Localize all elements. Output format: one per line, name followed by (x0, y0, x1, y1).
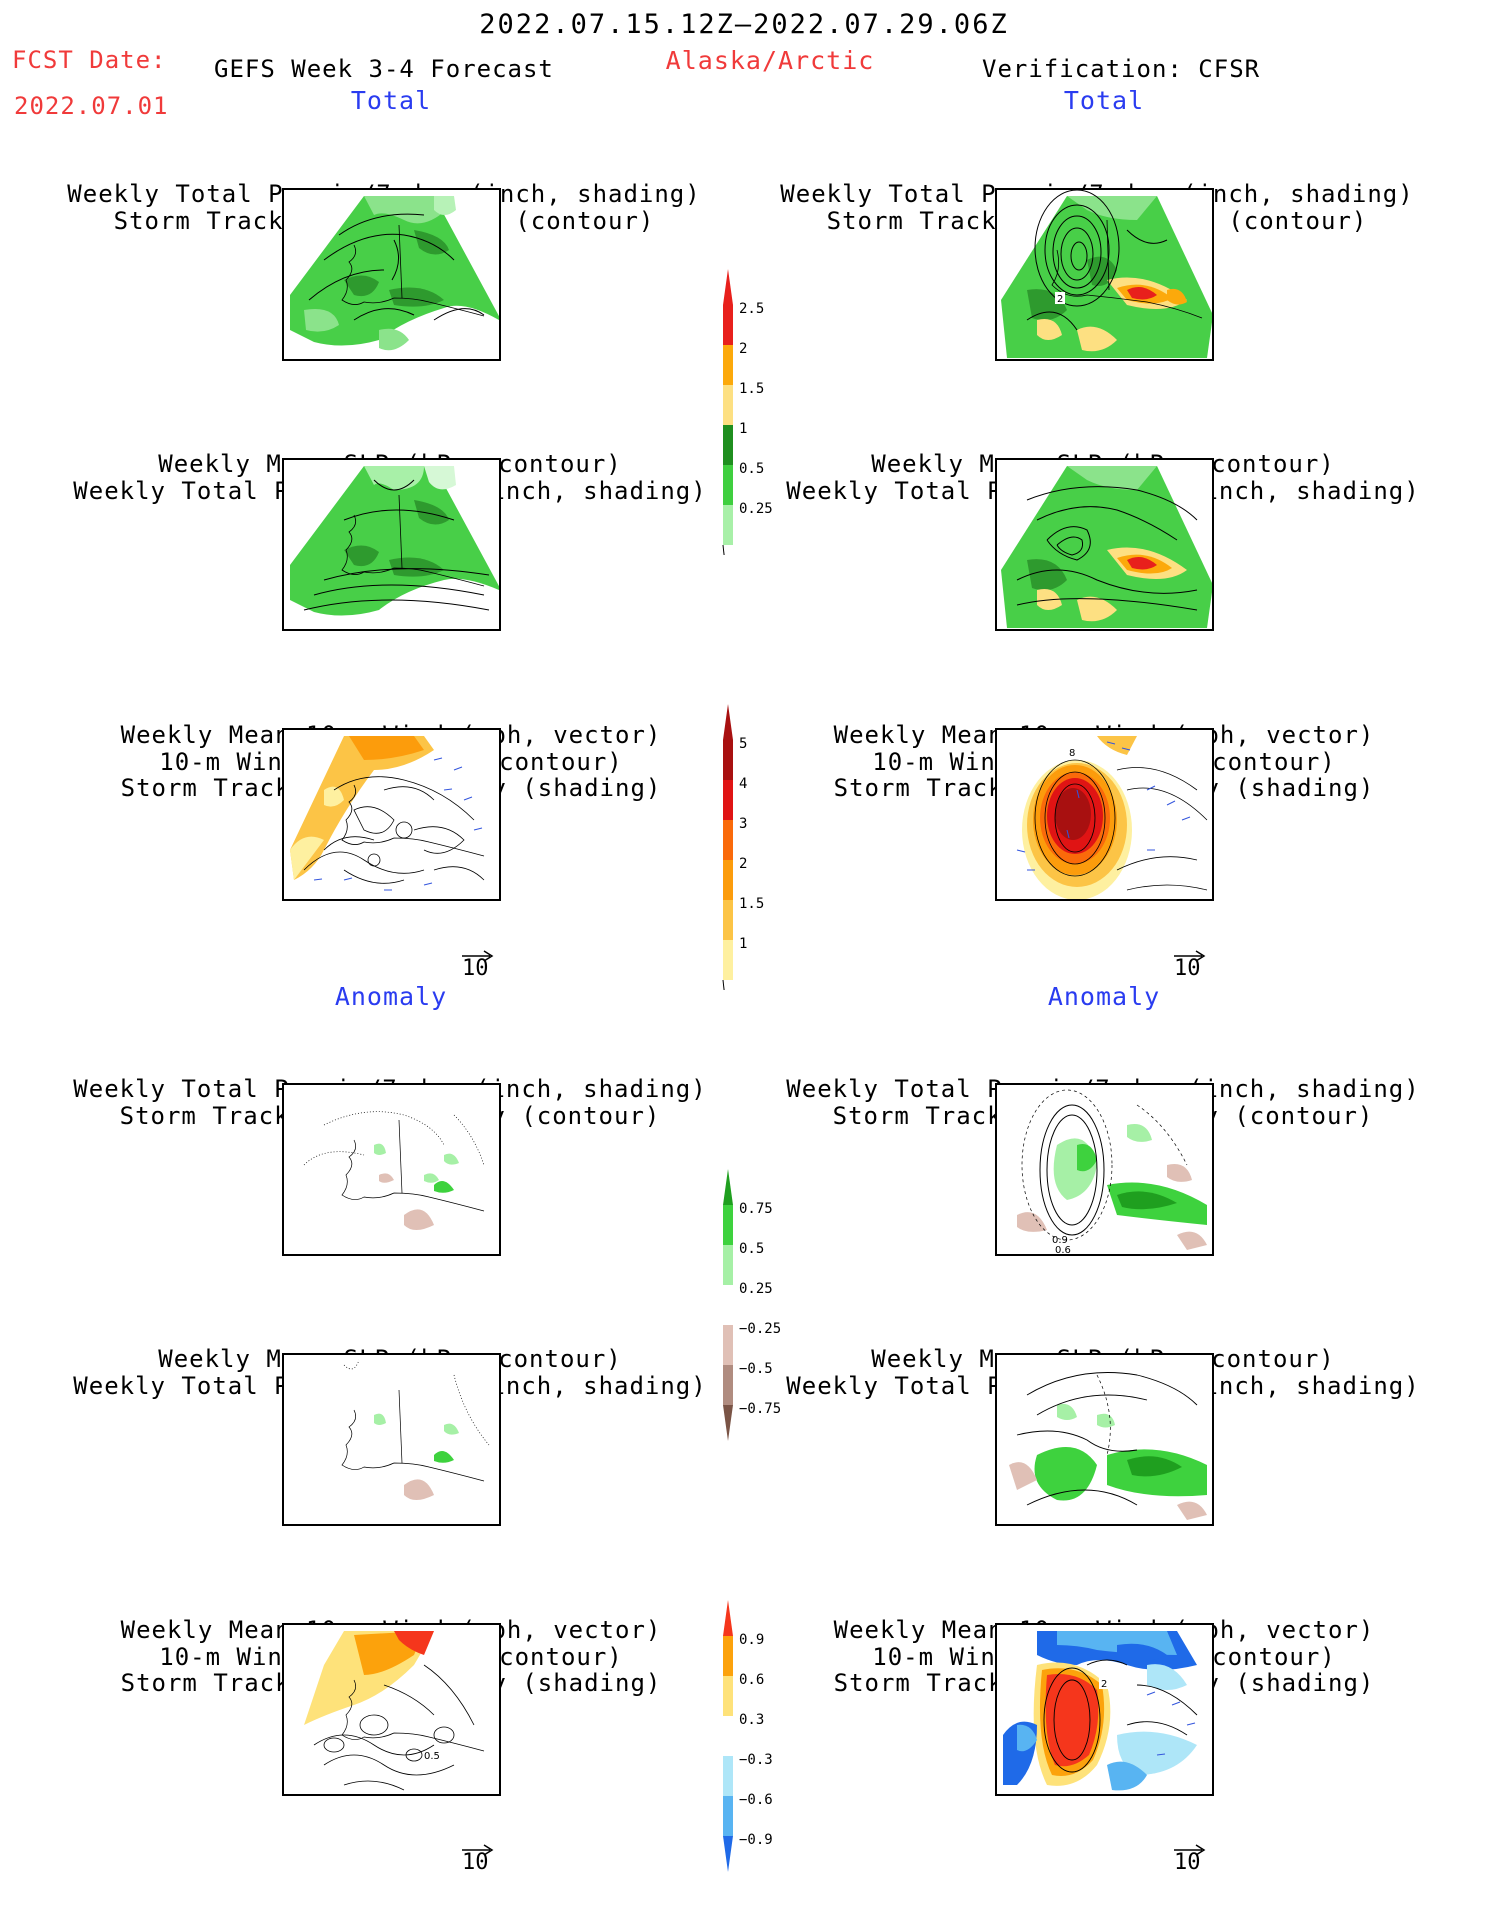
map-fcst-total-wind (282, 728, 501, 901)
map-obs-anom-wind: 2 (995, 1623, 1214, 1796)
colorbar-total-storm: 5 4 3 2 1.5 1 (717, 700, 797, 1015)
colorbar-segment (723, 425, 733, 465)
map-fcst-total-slp (282, 458, 501, 631)
map-obs-total-slp (995, 458, 1214, 631)
map-obs-anom-precip: 0.9 0.6 (995, 1083, 1214, 1256)
section-anomaly-right: Anomaly (1047, 982, 1161, 1011)
colorbar-segment (723, 740, 733, 780)
section-total-right: Total (1063, 86, 1145, 115)
region-title: Alaska/Arctic (665, 46, 875, 75)
map-obs-total-wind: 8 (995, 728, 1214, 901)
section-total-left: Total (350, 86, 432, 115)
arrow-icon (1174, 950, 1206, 962)
colorbar-segment (723, 1245, 733, 1285)
colorbar-anom-precip: 0.75 0.5 0.25 −0.25 −0.5 −0.75 (717, 1165, 797, 1455)
date-range: 2022.07.15.12Z–2022.07.29.06Z (479, 9, 1009, 40)
colorbar-anom-storm: 0.9 0.6 0.3 −0.3 −0.6 −0.9 (717, 1596, 797, 1886)
contour-label: 8 (1069, 748, 1075, 759)
arrow-icon (1174, 1844, 1206, 1856)
colorbar-segment (723, 1205, 733, 1245)
colorbar-segment (723, 820, 733, 860)
map-fcst-anom-wind: 0.5 (282, 1623, 501, 1796)
map-obs-total-precip: 2 (995, 188, 1214, 361)
colorbar-segment (723, 1365, 733, 1405)
fcst-date-value: 2022.07.01 (14, 92, 169, 120)
colorbar-segment (723, 305, 733, 345)
colorbar-segment (723, 1796, 733, 1836)
colorbar-top-triangle (723, 1169, 733, 1205)
colorbar-segment (723, 1716, 733, 1756)
colorbar-tail (722, 979, 729, 1015)
colorbar-segment (723, 1676, 733, 1716)
colorbar-segment (723, 385, 733, 425)
colorbar-segment (723, 780, 733, 820)
colorbar-segment (723, 1285, 733, 1325)
vector-ref-obs-anom: 10 (1172, 1838, 1208, 1875)
colorbar-bottom-triangle (723, 1836, 733, 1872)
colorbar-total-precip: 2.5 2 1.5 1 0.5 0.25 (717, 265, 797, 580)
colorbar-tail (722, 544, 729, 580)
section-anomaly-left: Anomaly (334, 982, 448, 1011)
map-fcst-anom-precip (282, 1083, 501, 1256)
colorbar-segment (723, 940, 733, 980)
colorbar-bottom-triangle (723, 1405, 733, 1441)
contour-label: 0.9 (1052, 1235, 1068, 1246)
vector-ref-fcst-anom: 10 (460, 1838, 496, 1875)
verification-label: Verification: CFSR (982, 55, 1261, 83)
vector-ref-obs-total: 10 (1172, 944, 1208, 981)
contour-label: 2 (1101, 1679, 1107, 1690)
product-title: GEFS Week 3-4 Forecast (214, 55, 554, 83)
contour-label: 0.5 (424, 1751, 440, 1762)
vector-ref-fcst-total: 10 (460, 944, 496, 981)
colorbar-segment (723, 1325, 733, 1365)
map-fcst-anom-slp (282, 1353, 501, 1526)
arrow-icon (462, 1844, 494, 1856)
colorbar-segment (723, 345, 733, 385)
colorbar-segment (723, 1636, 733, 1676)
colorbar-top-triangle (723, 704, 733, 740)
map-fcst-total-precip (282, 188, 501, 361)
colorbar-top-triangle (723, 269, 733, 305)
colorbar-top-triangle (723, 1600, 733, 1636)
map-obs-anom-slp (995, 1353, 1214, 1526)
colorbar-segment (723, 860, 733, 900)
colorbar-segment (723, 900, 733, 940)
fcst-date-label: FCST Date: (12, 46, 167, 74)
colorbar-segment (723, 1756, 733, 1796)
colorbar-segment (723, 505, 733, 545)
arrow-icon (462, 950, 494, 962)
contour-label: 0.6 (1055, 1245, 1071, 1256)
colorbar-segment (723, 465, 733, 505)
contour-label: 2 (1057, 294, 1063, 305)
